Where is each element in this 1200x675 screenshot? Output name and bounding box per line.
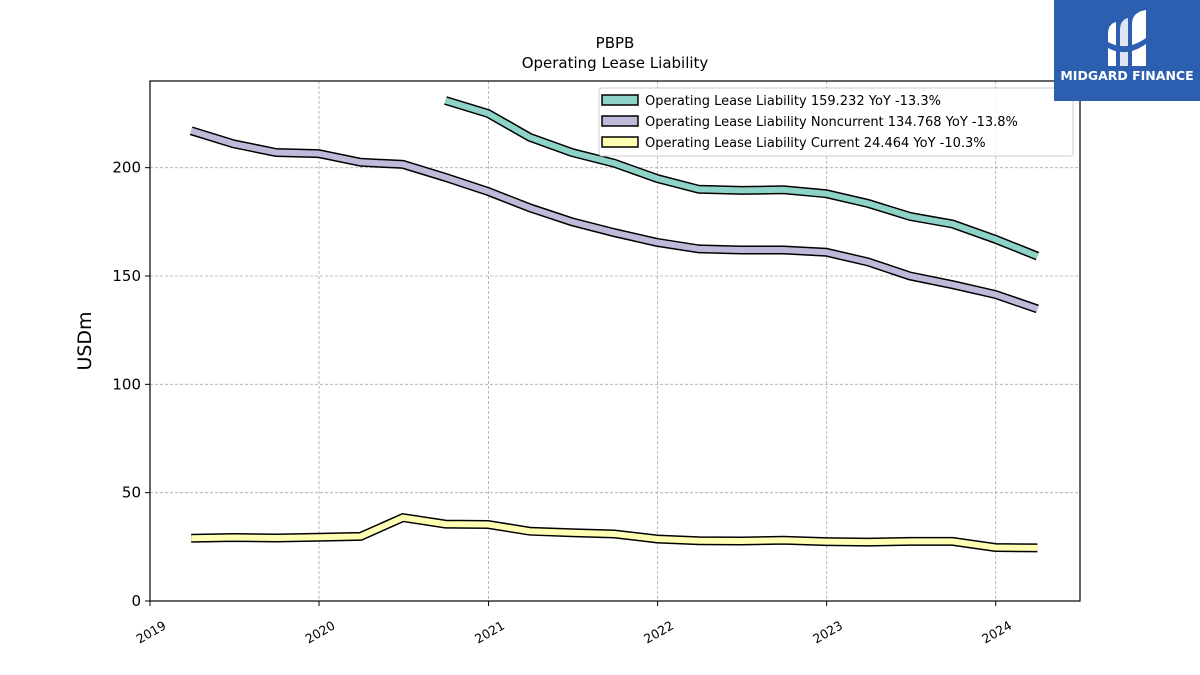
series-operating-lease-liability-noncurrent: [189, 126, 1039, 314]
legend-label: Operating Lease Liability Noncurrent 134…: [645, 115, 1018, 130]
x-tick-label: 2021: [472, 618, 507, 647]
chart-subtitle: Operating Lease Liability: [522, 54, 709, 72]
legend-box: [598, 87, 1074, 157]
series-lines: [189, 96, 1040, 553]
brand-logo: MIDGARD FINANCE: [1054, 0, 1200, 101]
axes: 0 50 100 150 200 2019 2020 2021 2022 2023 2024: [112, 159, 1014, 647]
grid-lines: [150, 81, 1080, 601]
x-tick-label: 2023: [810, 618, 845, 647]
legend-swatch: [601, 94, 639, 106]
y-tick-label: 200: [112, 159, 141, 177]
series-line: [190, 127, 1039, 312]
x-tick-label: 2019: [133, 618, 168, 647]
y-tick-label: 150: [112, 267, 141, 285]
legend: Operating Lease Liability 159.232 YoY -1…: [598, 87, 1074, 157]
legend-label: Operating Lease Liability Current 24.464…: [645, 136, 986, 151]
y-tick-label: 0: [131, 592, 141, 610]
brand-name: MIDGARD FINANCE: [1060, 68, 1194, 83]
legend-label: Operating Lease Liability 159.232 YoY -1…: [645, 94, 941, 109]
y-tick-label: 50: [122, 484, 141, 502]
series-line: [444, 97, 1039, 259]
series-line: [191, 514, 1038, 551]
y-axis-label: USDm: [74, 311, 96, 370]
x-tick-label: 2022: [641, 618, 676, 647]
x-tick-label: 2020: [302, 618, 337, 647]
legend-swatch: [601, 136, 639, 148]
legend-swatch: [601, 115, 639, 127]
plot-frame: [149, 80, 1081, 602]
chart-title: PBPB: [596, 34, 635, 52]
x-tick-label: 2024: [979, 618, 1014, 647]
midgard-logo-icon: [1108, 10, 1146, 66]
series-operating-lease-liability: [444, 96, 1040, 261]
y-tick-label: 100: [112, 375, 141, 393]
series-operating-lease-liability-current: [191, 512, 1038, 553]
